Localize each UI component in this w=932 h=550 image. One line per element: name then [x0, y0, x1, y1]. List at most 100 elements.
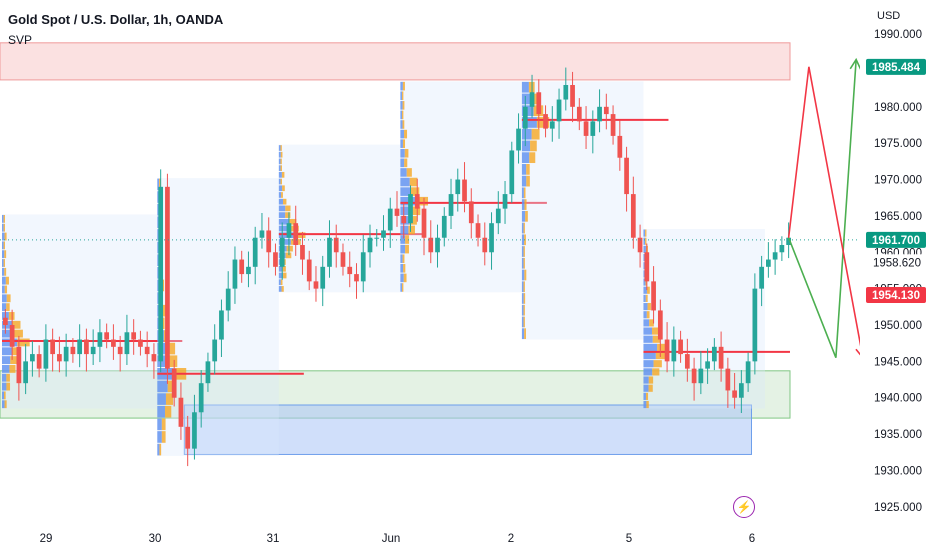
volume-bar — [2, 373, 7, 382]
time-axis[interactable]: 29 30 31 Jun 2 5 6 — [40, 533, 756, 545]
candle-body — [43, 339, 49, 369]
candle-body — [97, 332, 103, 347]
volume-bar — [157, 254, 159, 266]
volume-bar — [2, 347, 12, 356]
volume-bar — [405, 235, 410, 244]
candle-body — [428, 237, 434, 253]
y-tick-label: 1950.000 — [874, 320, 922, 332]
candle-body — [597, 106, 602, 122]
volume-bar — [281, 286, 284, 292]
price-badge-label: 1961.700 — [872, 235, 920, 247]
volume-bar — [278, 145, 281, 151]
candle-body — [219, 310, 224, 340]
volume-bar — [285, 205, 291, 212]
candle-body — [576, 106, 582, 122]
volume-bar — [6, 373, 10, 382]
volume-bar — [521, 187, 524, 199]
blue-zone — [183, 404, 752, 455]
volume-bar — [523, 246, 525, 257]
volume-bar — [404, 129, 408, 139]
volume-bar — [161, 431, 166, 443]
price-axis[interactable]: USD 1925.000 1930.000 1935.000 1940.000 1945.… — [860, 0, 932, 550]
candle-body — [16, 346, 22, 384]
volume-bar — [2, 232, 5, 241]
volume-bar — [164, 405, 172, 418]
candle-body — [124, 332, 130, 355]
candle-body — [536, 92, 542, 115]
volume-bar — [3, 259, 5, 267]
price-badge — [866, 286, 926, 303]
candle-body — [509, 150, 515, 195]
candle-body — [752, 288, 758, 362]
volume-bar — [2, 338, 18, 347]
volume-bar — [648, 384, 653, 392]
volume-bar — [400, 139, 403, 148]
candle-body — [198, 383, 204, 413]
candle-body — [766, 259, 771, 267]
volume-bar — [400, 110, 403, 120]
volume-bar — [643, 400, 647, 409]
volume-bar — [278, 232, 294, 239]
volume-bar — [280, 158, 282, 165]
candle-body — [651, 281, 656, 311]
volume-bar — [282, 185, 285, 192]
volume-bar — [643, 384, 649, 392]
volume-bar — [415, 196, 429, 206]
volume-bar — [521, 81, 529, 93]
volume-bar — [2, 285, 5, 294]
volume-bar — [159, 178, 161, 191]
candle-body — [529, 92, 535, 107]
candle-body — [259, 230, 265, 238]
volume-bar — [157, 229, 159, 241]
candle-body — [570, 85, 575, 107]
symbol-title[interactable]: Gold Spot / U.S. Dollar, 1h, OANDA — [8, 12, 224, 27]
volume-bar — [3, 214, 5, 223]
volume-bar — [400, 101, 403, 110]
candle-body — [63, 346, 69, 362]
candle-body — [333, 237, 339, 253]
candle-body — [610, 114, 616, 136]
candle-body — [205, 361, 211, 384]
price-badge — [866, 58, 926, 75]
candle-body — [387, 208, 393, 231]
volume-bar — [400, 283, 403, 292]
volume-bar — [2, 303, 7, 312]
price-badge — [866, 254, 926, 270]
candle-body — [759, 266, 764, 289]
candle-body — [374, 237, 380, 239]
candle-body — [3, 317, 8, 325]
down-projection-line — [787, 66, 864, 358]
volume-bar — [13, 329, 23, 338]
candle-body — [556, 99, 562, 122]
volume-bar — [278, 151, 281, 158]
volume-bar — [400, 168, 407, 177]
volume-bar — [278, 218, 289, 225]
y-tick-label: 1975.000 — [874, 138, 922, 150]
volume-bar — [403, 264, 406, 273]
candle-body — [279, 237, 285, 267]
candle-body — [705, 361, 710, 369]
candle-body — [725, 368, 731, 391]
volume-bar — [410, 187, 420, 196]
candle-body — [138, 339, 143, 347]
lightning-icon[interactable]: ⚡ — [733, 496, 755, 518]
volume-bar — [283, 198, 287, 205]
y-tick-label: 1990.000 — [874, 29, 922, 41]
volume-bar — [643, 245, 646, 253]
volume-bar — [280, 145, 282, 151]
volume-bar — [6, 303, 10, 312]
volume-bar — [645, 229, 647, 237]
volume-bar — [643, 253, 646, 262]
price-badge-label: 1954.130 — [872, 290, 920, 302]
volume-bar — [278, 178, 281, 185]
y-tick-label: 1935.000 — [874, 429, 922, 441]
volume-bar — [652, 327, 659, 335]
volume-bar — [521, 128, 532, 140]
volume-bar — [400, 120, 403, 129]
indicator-label[interactable]: SVP — [8, 33, 33, 47]
candle-body — [57, 354, 62, 362]
volume-bar — [655, 351, 667, 360]
volume-bar — [523, 304, 525, 316]
candle-body — [698, 368, 704, 384]
